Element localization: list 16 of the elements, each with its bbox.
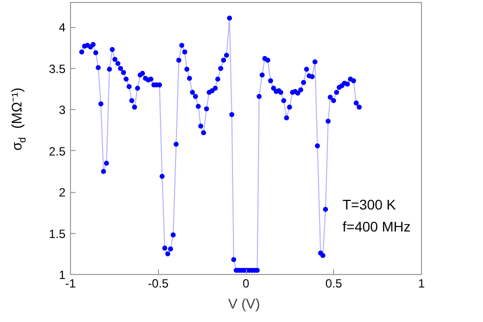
x-tick-label: 1: [418, 276, 426, 290]
y-tick-label: 4: [58, 20, 66, 35]
x-tick-label: 0.5: [325, 276, 342, 290]
y-tick-label: 2.5: [48, 144, 66, 158]
y-tick-label: 2: [58, 186, 66, 200]
x-tick-label: -0.5: [148, 276, 169, 290]
annotation: f=400 MHz: [342, 218, 411, 234]
y-tick-label: 3.5: [48, 62, 66, 76]
y-tick-label: 3: [58, 103, 66, 118]
y-tick-label: 1.5: [48, 226, 66, 241]
y-axis-title: σd (MΩ⁻¹): [8, 88, 28, 151]
y-tick-label: 1: [58, 268, 66, 282]
x-tick-label: 0: [242, 276, 250, 290]
x-tick-label: -1: [65, 276, 76, 290]
x-axis-title: V (V): [228, 296, 260, 312]
annotation: T=300 K: [342, 196, 396, 212]
